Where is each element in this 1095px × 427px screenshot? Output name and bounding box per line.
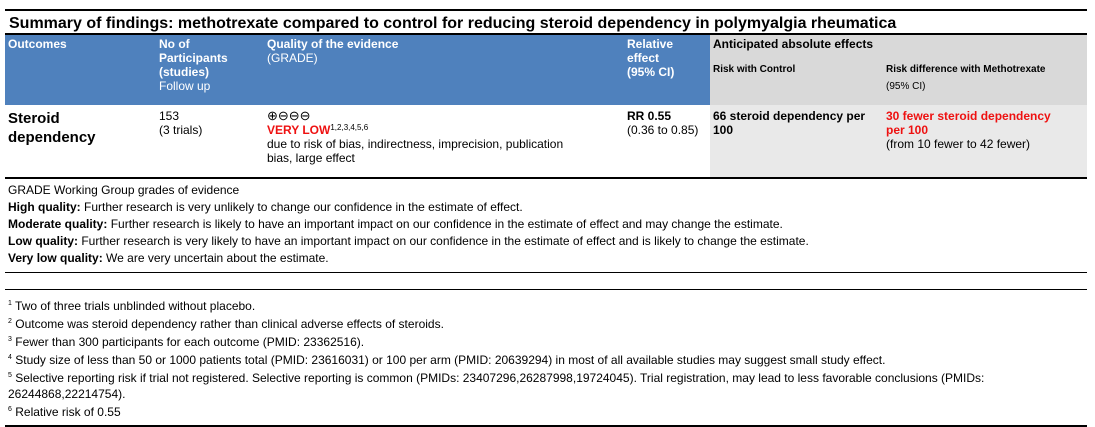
header-row: Outcomes No of Participants (studies) Fo… bbox=[5, 35, 1087, 105]
quality-reason-line2: bias, large effect bbox=[267, 151, 355, 165]
risk-difference-ci: (from 10 fewer to 42 fewer) bbox=[886, 137, 1031, 151]
header-relative-line1: Relative bbox=[627, 37, 674, 51]
quality-cell: ⊕⊖⊖⊖ VERY LOW1,2,3,4,5,6 due to risk of … bbox=[264, 105, 624, 179]
header-participants: No of Participants (studies) Follow up bbox=[156, 35, 264, 105]
legend-moderate: Moderate quality: Further research is li… bbox=[8, 217, 783, 231]
header-relative-effect: Relative effect (95% CI) bbox=[624, 35, 710, 105]
header-participants-line1: No of bbox=[159, 37, 190, 51]
header-quality-line1: Quality of the evidence bbox=[267, 37, 399, 51]
footnote-item: 4 Study size of less than 50 or 1000 pat… bbox=[8, 353, 886, 367]
header-anticipated: Anticipated absolute effects bbox=[710, 35, 1087, 55]
header-risk-difference: Risk difference with Methotrexate (95% C… bbox=[883, 55, 1087, 105]
participants-count: 153 bbox=[159, 109, 180, 123]
header-relative-line2: effect bbox=[627, 51, 660, 65]
legend-low: Low quality: Further research is very li… bbox=[8, 234, 809, 248]
footnote-item: 6 Relative risk of 0.55 bbox=[8, 405, 121, 419]
risk-difference-line2: per 100 bbox=[886, 123, 929, 137]
footnote-item: 2 Outcome was steroid dependency rather … bbox=[8, 317, 444, 331]
participants-cell: 153 (3 trials) bbox=[156, 105, 264, 179]
legend-heading: GRADE Working Group grades of evidence bbox=[8, 183, 240, 197]
quality-label: VERY LOW bbox=[267, 123, 331, 137]
footnote-item: 3 Fewer than 300 participants for each o… bbox=[8, 335, 365, 349]
header-subrow: Risk with Control Risk difference with M… bbox=[5, 55, 1087, 105]
table-title: Summary of findings: methotrexate compar… bbox=[5, 9, 1087, 35]
legend-high: High quality: Further research is very u… bbox=[8, 200, 523, 214]
footnotes: 1 Two of three trials unblinded without … bbox=[5, 289, 1087, 427]
relative-effect-cell: RR 0.55 (0.36 to 0.85) bbox=[624, 105, 710, 179]
header-quality-line2: (GRADE) bbox=[267, 51, 318, 65]
grade-symbols: ⊕⊖⊖⊖ bbox=[267, 108, 311, 123]
footnote-item: 1 Two of three trials unblinded without … bbox=[8, 299, 256, 313]
header-outcomes: Outcomes bbox=[5, 35, 156, 105]
header-relative-line3: (95% CI) bbox=[627, 65, 675, 79]
risk-difference-cell: 30 fewer steroid dependency per 100 (fro… bbox=[883, 105, 1087, 179]
relative-effect-ci: (0.36 to 0.85) bbox=[627, 123, 699, 137]
findings-table: Outcomes No of Participants (studies) Fo… bbox=[5, 35, 1087, 179]
outcome-line2: dependency bbox=[8, 129, 96, 146]
relative-effect-value: RR 0.55 bbox=[627, 109, 672, 123]
control-risk-cell: 66 steroid dependency per 100 bbox=[710, 105, 883, 179]
quality-reason-line1: due to risk of bias, indirectness, impre… bbox=[267, 137, 564, 151]
footnote-item: 5 Selective reporting risk if trial not … bbox=[8, 371, 985, 401]
outcome-line1: Steroid bbox=[8, 110, 60, 127]
control-risk-line1: 66 steroid dependency per bbox=[713, 109, 866, 123]
header-participants-line2: Participants bbox=[159, 51, 228, 65]
summary-of-findings-table: Summary of findings: methotrexate compar… bbox=[5, 9, 1087, 427]
risk-difference-line1: 30 fewer steroid dependency bbox=[886, 109, 1051, 123]
outcome-cell: Steroid dependency bbox=[5, 105, 156, 179]
control-risk-line2: 100 bbox=[713, 123, 734, 137]
header-risk-control: Risk with Control bbox=[710, 55, 883, 105]
header-quality: Quality of the evidence (GRADE) bbox=[264, 35, 624, 105]
header-participants-line3: (studies) bbox=[159, 65, 210, 79]
quality-footnote-refs: 1,2,3,4,5,6 bbox=[330, 123, 369, 132]
legend-very-low: Very low quality: We are very uncertain … bbox=[8, 251, 329, 265]
grade-legend: GRADE Working Group grades of evidence H… bbox=[5, 179, 1087, 273]
table-row: Steroid dependency 153 (3 trials) ⊕⊖⊖⊖ V… bbox=[5, 105, 1087, 179]
header-participants-line4: Follow up bbox=[159, 79, 211, 93]
studies-count: (3 trials) bbox=[159, 123, 203, 137]
